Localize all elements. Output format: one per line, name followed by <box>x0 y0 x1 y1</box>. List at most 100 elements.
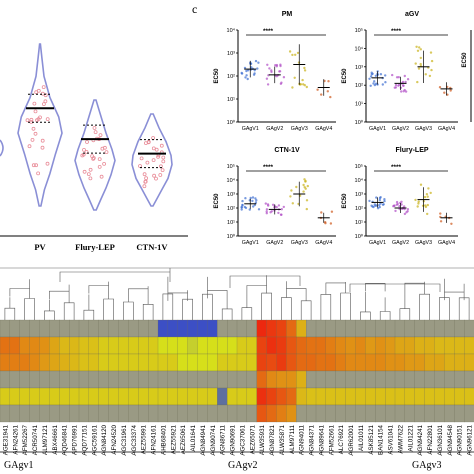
heatmap-cell <box>118 404 129 423</box>
heatmap-cell <box>414 387 426 406</box>
heatmap-cell <box>138 404 149 423</box>
scatter-ylabel: EC50 <box>214 193 220 209</box>
heatmap-cell <box>217 370 228 389</box>
scatter-ytick-label: 10⁴ <box>355 45 364 52</box>
scatter-point <box>373 80 376 83</box>
scatter-point <box>378 198 381 202</box>
heatmap-cell <box>444 370 455 389</box>
clipped-panel-stub: EC50 <box>462 30 472 122</box>
scatter-panel-Flury-LEP: 10⁵ 10⁴ 10³ 10² 10¹ 10⁰ EC50 Flury-LEP **** GAgV1… <box>342 147 458 246</box>
scatter-point <box>289 195 292 198</box>
heatmap-cell <box>19 387 31 406</box>
heatmap-cell <box>157 404 169 423</box>
scatter-point <box>240 206 243 209</box>
heatmap-cell <box>217 387 228 406</box>
heatmap-cell <box>69 336 80 355</box>
heatmap-cell <box>29 404 40 423</box>
violin-point <box>158 173 163 177</box>
scatter-point <box>426 203 429 207</box>
scatter-ytick-label: 10¹ <box>227 220 235 226</box>
heatmap-cell <box>88 336 100 355</box>
heatmap-cell <box>266 319 277 338</box>
heatmap-cell <box>335 387 347 406</box>
heatmap-cell <box>276 319 287 338</box>
heatmap-cell <box>296 370 307 389</box>
scatter-point <box>277 204 281 207</box>
scatter-point <box>399 86 403 90</box>
scatter-point <box>294 53 297 56</box>
scatter-ytick-label: 10⁰ <box>227 119 236 126</box>
scatter-ytick-label: 10⁰ <box>355 119 364 126</box>
heatmap-column-label: AGN94241 <box>417 424 424 455</box>
heatmap-cell <box>335 404 347 423</box>
scatter-point <box>418 46 421 49</box>
heatmap-cell <box>167 404 179 423</box>
heatmap-cell <box>276 353 287 372</box>
heatmap-cell <box>345 319 356 338</box>
violin-point <box>40 145 45 150</box>
heatmap-cell <box>375 387 386 406</box>
scatter-point <box>304 180 307 183</box>
scatter-point <box>423 195 427 199</box>
heatmap-cell <box>69 370 80 389</box>
heatmap-cell <box>0 319 11 338</box>
violin-1: Flury-LEP <box>74 99 116 252</box>
heatmap-column-label: AGN86711 <box>220 424 227 455</box>
heatmap-cell <box>98 336 110 355</box>
scatter-point <box>398 205 401 208</box>
violin-category-label: Flury-LEP <box>75 242 115 252</box>
scatter-point <box>327 80 330 83</box>
heatmap-cell <box>464 370 474 389</box>
scatter-point <box>241 199 244 203</box>
heatmap-cell <box>207 336 218 355</box>
heatmap-cell <box>434 370 445 389</box>
scatter-point <box>417 200 420 203</box>
scatter-point <box>279 213 283 216</box>
panel-c-letter: c <box>192 2 197 16</box>
heatmap-panel: AGE31941 AFN24261 AFM52267 ACR50741 ALM97121… <box>0 267 474 471</box>
violin-outline <box>17 43 63 207</box>
violin-point <box>88 167 93 172</box>
heatmap-cell <box>464 336 474 355</box>
scatter-ytick-label: 10⁴ <box>227 27 236 34</box>
heatmap-cell <box>49 319 60 338</box>
clipped-panel-ylabel: EC50 <box>462 52 468 68</box>
heatmap-cell <box>197 404 208 423</box>
scatter-point <box>251 199 254 203</box>
heatmap-cell <box>197 319 208 338</box>
scatter-point <box>369 75 373 78</box>
heatmap-cell <box>187 404 198 423</box>
scatter-point <box>280 208 283 211</box>
scatter-point <box>293 76 296 80</box>
scatter-point <box>450 222 453 225</box>
scatter-point <box>379 202 382 205</box>
heatmap-cell <box>39 319 50 338</box>
heatmap-cell <box>424 319 435 338</box>
heatmap-cell <box>286 336 297 355</box>
scatter-point <box>305 199 309 202</box>
heatmap-cell <box>19 319 31 338</box>
heatmap-cell <box>325 319 337 338</box>
heatmap-cell <box>29 319 40 338</box>
scatter-point <box>391 73 394 77</box>
heatmap-cell <box>128 387 139 406</box>
violin-point <box>92 126 97 130</box>
heatmap-cell <box>246 404 258 423</box>
heatmap-cell <box>187 336 198 355</box>
scatter-point <box>425 193 429 196</box>
scatter-ylabel: EC50 <box>214 68 220 84</box>
heatmap-cell <box>375 370 386 389</box>
heatmap-cell <box>276 387 287 406</box>
heatmap-cell <box>128 370 139 389</box>
scatter-point <box>406 78 410 81</box>
heatmap-cell <box>59 404 70 423</box>
scatter-title: aGV <box>405 11 419 18</box>
scatter-point <box>384 74 387 77</box>
violin-point <box>42 102 46 106</box>
scatter-point <box>419 48 422 51</box>
heatmap-cell <box>276 404 287 423</box>
scatter-point <box>277 211 280 215</box>
scatter-point <box>265 208 269 211</box>
heatmap-cell <box>266 387 277 406</box>
